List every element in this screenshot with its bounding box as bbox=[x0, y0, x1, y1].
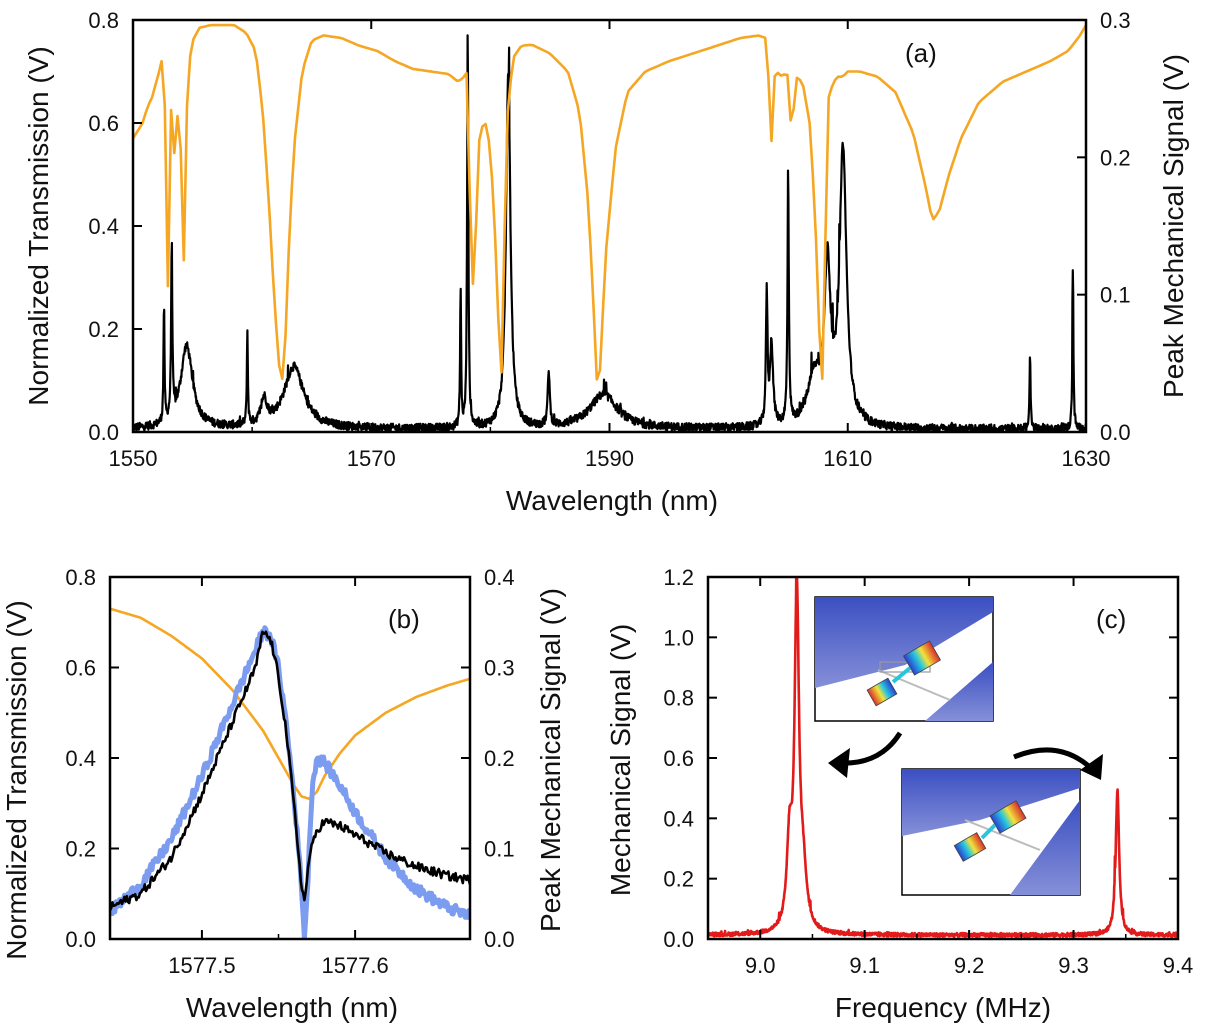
y-tick-label: 0.8 bbox=[88, 8, 119, 33]
panel-b-ylabel: Normalized Transmission (V) bbox=[1, 600, 32, 959]
y-tick-label: 0.0 bbox=[663, 927, 694, 952]
series-peak-mechanical-signal bbox=[133, 34, 1086, 432]
series-simulated-mechanical bbox=[110, 625, 470, 939]
y-tick-label: 0.2 bbox=[65, 837, 96, 862]
panel-a-ylabel: Normalized Transmission (V) bbox=[23, 46, 54, 405]
x-tick-label: 9.2 bbox=[954, 953, 985, 978]
x-tick-label: 1550 bbox=[109, 446, 158, 471]
y2-tick-label: 0.1 bbox=[1100, 283, 1131, 308]
panel-b-y2label: Peak Mechanical Signal (V) bbox=[535, 588, 566, 932]
panel-a: 1550 1570 1590 1610 16300.00.20.40.60.80.00.… bbox=[23, 8, 1189, 516]
y-tick-label: 0.2 bbox=[88, 317, 119, 342]
x-tick-label: 9.0 bbox=[745, 953, 776, 978]
series-mechanical-spectrum bbox=[708, 577, 1178, 938]
x-tick-label: 1610 bbox=[823, 446, 872, 471]
y-tick-label: 1.0 bbox=[663, 625, 694, 650]
y2-tick-label: 0.2 bbox=[1100, 145, 1131, 170]
y-tick-label: 0.4 bbox=[88, 214, 119, 239]
x-tick-label: 1570 bbox=[347, 446, 396, 471]
panel-a-y2label: Peak Mechanical Signal (V) bbox=[1158, 54, 1189, 398]
panel-b-label: (b) bbox=[388, 604, 420, 634]
panel-a-label: (a) bbox=[905, 38, 937, 68]
y2-tick-label: 0.0 bbox=[1100, 420, 1131, 445]
y-tick-label: 0.6 bbox=[65, 656, 96, 681]
panel-b-xlabel: Wavelength (nm) bbox=[186, 992, 398, 1023]
panel-c-ylabel: Mechanical Signal (V) bbox=[605, 624, 636, 896]
x-tick-label: 1577.6 bbox=[321, 953, 388, 978]
panel-c-plot-area bbox=[708, 577, 1178, 938]
panel-b: 1577.5 1577.6 0.0 0.2 0.4 0.6 0.8 0.0 0.1 0.2 0.3 0… bbox=[1, 565, 566, 1023]
y2-tick-label: 0.4 bbox=[484, 565, 515, 590]
panel-c-ticks: 9.0 9.1 9.2 9.3 9.4 0.0 0.2 0.4 0.6 0.8 1.0 1.2 bbox=[663, 565, 1193, 978]
panel-b-plot-area bbox=[110, 607, 470, 939]
panel-b-ticks: 1577.5 1577.6 0.0 0.2 0.4 0.6 0.8 0.0 0.1 0.2 0.3 0… bbox=[65, 565, 514, 978]
y-tick-label: 1.2 bbox=[663, 565, 694, 590]
y2-tick-label: 0.0 bbox=[484, 927, 515, 952]
x-tick-label: 1630 bbox=[1062, 446, 1111, 471]
panel-a-xlabel: Wavelength (nm) bbox=[506, 485, 718, 516]
x-tick-label: 9.1 bbox=[849, 953, 880, 978]
panel-c-xlabel: Frequency (MHz) bbox=[835, 992, 1051, 1023]
y-tick-label: 0.4 bbox=[663, 806, 694, 831]
y-tick-label: 0.6 bbox=[663, 746, 694, 771]
x-tick-label: 9.4 bbox=[1163, 953, 1194, 978]
y-tick-label: 0.2 bbox=[663, 867, 694, 892]
panel-c: 9.0 9.1 9.2 9.3 9.4 0.0 0.2 0.4 0.6 0.8 1.0 1.2 (c)… bbox=[605, 565, 1193, 1023]
y-tick-label: 0.8 bbox=[65, 565, 96, 590]
y2-tick-label: 0.3 bbox=[484, 656, 515, 681]
arrow-to-peak-2 bbox=[1013, 747, 1103, 780]
series-peak-mechanical-signal bbox=[110, 630, 470, 911]
x-tick-label: 1577.5 bbox=[168, 953, 235, 978]
y-tick-label: 0.0 bbox=[88, 420, 119, 445]
y2-tick-label: 0.1 bbox=[484, 837, 515, 862]
x-tick-label: 1590 bbox=[585, 446, 634, 471]
inset-mode-shape-1 bbox=[814, 596, 994, 722]
y2-tick-label: 0.2 bbox=[484, 746, 515, 771]
arrow-to-peak-1 bbox=[828, 731, 903, 778]
y-tick-label: 0.4 bbox=[65, 746, 96, 771]
y-tick-label: 0.8 bbox=[663, 686, 694, 711]
panel-c-label: (c) bbox=[1096, 604, 1126, 634]
inset-mode-shape-2 bbox=[901, 768, 1081, 896]
x-tick-label: 9.3 bbox=[1058, 953, 1089, 978]
panel-a-ticks: 1550 1570 1590 1610 16300.00.20.40.60.80.00.… bbox=[88, 8, 1130, 471]
y2-tick-label: 0.3 bbox=[1100, 8, 1131, 33]
panel-a-plot-area bbox=[133, 23, 1086, 432]
y-tick-label: 0.6 bbox=[88, 111, 119, 136]
series-normalized-transmission bbox=[133, 23, 1086, 381]
y-tick-label: 0.0 bbox=[65, 927, 96, 952]
